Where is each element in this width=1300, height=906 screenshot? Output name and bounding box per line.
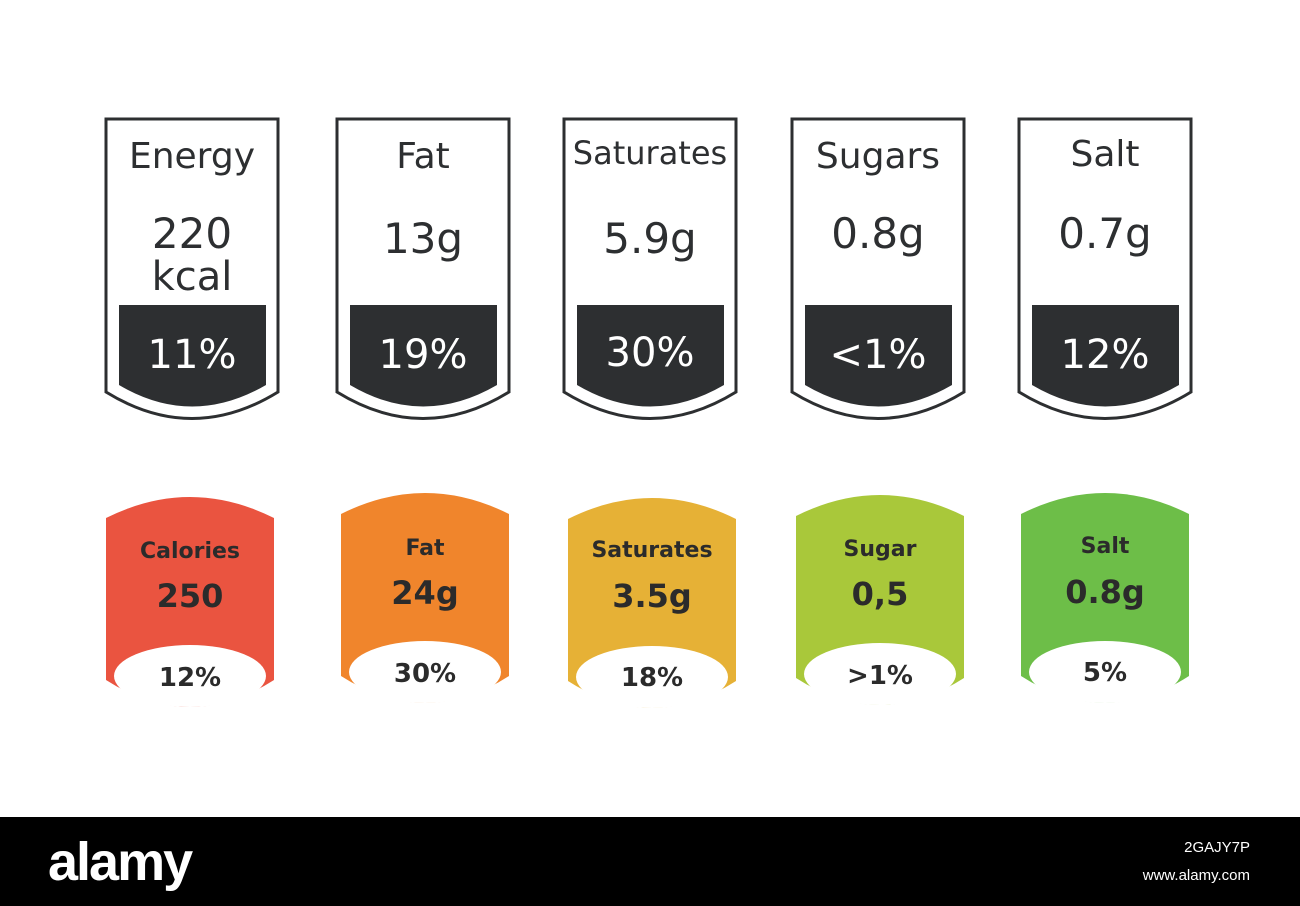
nutrient-amount: 5.9g: [603, 214, 696, 263]
nutrient-name: Saturates: [573, 134, 727, 172]
percent-panel: [805, 305, 952, 407]
percent-oval: [1029, 641, 1181, 703]
nutrient-percent: 12%: [1061, 332, 1150, 378]
nutrient-percent: 5%: [1083, 658, 1127, 688]
nutrient-amount: 250: [157, 577, 224, 615]
label-outline: [562, 117, 738, 420]
color-label-salt: Salt 0.8g 5%: [1021, 493, 1189, 703]
nutrient-name: Energy: [129, 136, 255, 177]
image-id: 2GAJY7P: [1184, 839, 1250, 856]
nutrient-percent: 12%: [159, 663, 221, 693]
label-outline: [335, 117, 511, 420]
color-label-sugar: Sugar 0,5 >1%: [796, 495, 964, 705]
nutrient-percent: 11%: [148, 332, 237, 378]
nutrient-percent: <1%: [830, 332, 927, 378]
stock-footer-bar: alamy 2GAJY7P www.alamy.com: [0, 817, 1300, 906]
color-label-fat: Fat 24g 30%: [341, 493, 509, 703]
nutrient-percent: >1%: [847, 661, 913, 691]
color-label-saturates: Saturates 3.5g 18%: [568, 498, 736, 708]
nutrition-label-sugars: Sugars 0.8g <1%: [790, 117, 966, 420]
nutrient-name: Saturates: [591, 538, 712, 563]
nutrition-label-saturates: Saturates 5.9g 30%: [562, 117, 738, 420]
percent-panel: [577, 305, 724, 407]
percent-panel: [1032, 305, 1179, 407]
nutrition-label-salt: Salt 0.7g 12%: [1017, 117, 1193, 420]
nutrient-name: Calories: [140, 539, 240, 564]
percent-oval: [576, 646, 728, 708]
site-url: www.alamy.com: [1142, 867, 1250, 884]
nutrient-amount: 3.5g: [612, 577, 692, 615]
nutrition-label-fat: Fat 13g 19%: [335, 117, 511, 420]
nutrient-name: Salt: [1081, 534, 1130, 559]
color-label-calories: Calories 250 12%: [106, 497, 274, 707]
nutrient-amount: 0.8g: [1065, 573, 1145, 611]
nutrient-percent: 30%: [394, 659, 456, 689]
percent-panel: [350, 305, 497, 407]
nutrient-unit: kcal: [152, 254, 233, 300]
nutrient-amount: 0.7g: [1058, 209, 1151, 258]
nutrient-amount: 24g: [391, 574, 458, 612]
nutrient-name: Fat: [396, 136, 450, 177]
label-outline: [1017, 117, 1193, 420]
nutrient-name: Salt: [1070, 134, 1139, 175]
percent-panel: [119, 305, 266, 407]
percent-oval: [349, 641, 501, 703]
percent-oval: [804, 643, 956, 705]
nutrition-label-energy: Energy 220 kcal 11%: [104, 117, 280, 420]
nutrient-amount: 13g: [383, 214, 463, 263]
percent-oval: [114, 645, 266, 707]
alamy-logo: alamy: [48, 832, 193, 892]
nutrient-name: Fat: [405, 536, 445, 561]
nutrient-amount: 220: [152, 209, 232, 258]
label-outline: [104, 117, 280, 420]
nutrient-name: Sugars: [816, 136, 940, 177]
nutrient-percent: 30%: [606, 330, 695, 376]
nutrient-amount: 0.8g: [831, 209, 924, 258]
label-outline: [790, 117, 966, 420]
nutrient-name: Sugar: [844, 537, 917, 562]
nutrient-amount: 0,5: [852, 575, 909, 613]
nutrient-percent: 18%: [621, 663, 683, 693]
nutrient-percent: 19%: [379, 332, 468, 378]
